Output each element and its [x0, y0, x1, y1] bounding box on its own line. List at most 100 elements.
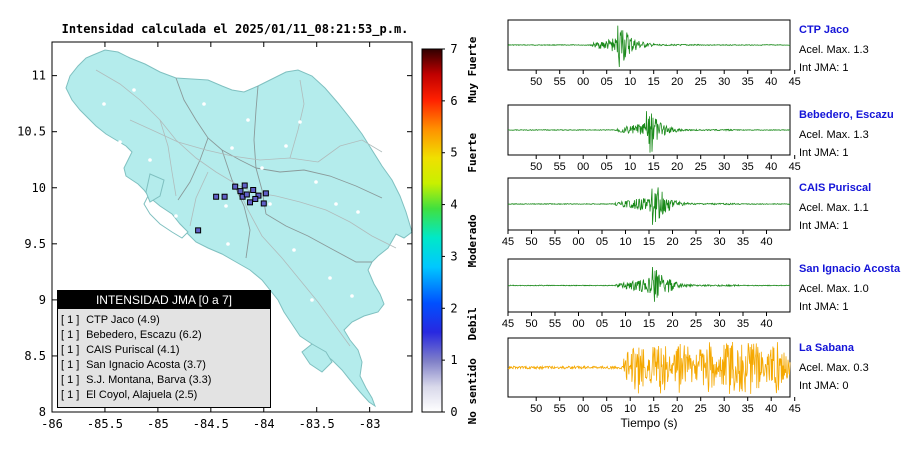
- city-dot: [292, 248, 296, 252]
- waveform-trace: [508, 25, 791, 68]
- station-max-accel: Acel. Max. 1.3: [799, 44, 869, 56]
- waveform-trace: [508, 266, 791, 302]
- gulf-of-nicoya: [143, 195, 189, 239]
- waveform-tick-label: 55: [554, 161, 566, 173]
- legend-item: [ 1 ] CAIS Puriscal (4.1): [61, 344, 180, 356]
- waveform-tick-label: 10: [619, 318, 631, 330]
- city-dot: [260, 166, 264, 170]
- station-name: La Sabana: [799, 342, 855, 354]
- waveform-tick-label: 35: [737, 318, 749, 330]
- colorbar-tick-label: 0: [450, 405, 457, 419]
- station-marker: [247, 199, 253, 206]
- city-dot: [230, 146, 234, 150]
- city-dot: [246, 118, 250, 122]
- station-max-accel: Acel. Max. 0.3: [799, 362, 869, 374]
- map-y-tick-label: 8.5: [24, 349, 46, 363]
- waveform-tick-label: 40: [765, 76, 777, 88]
- road-line: [317, 139, 383, 163]
- map-y-tick-label: 8: [39, 405, 46, 419]
- station-max-accel: Acel. Max. 1.3: [799, 129, 869, 141]
- waveform-panels: 50 55 00 05 10 15 20 25 30 35 40 45 CTP Jaco Acel. Ma…: [502, 19, 901, 430]
- station-int-jma: Int JMA: 1: [799, 220, 849, 232]
- city-dot: [268, 202, 272, 206]
- colorbar-category-label: Muy Fuerte: [466, 36, 479, 103]
- legend-item: [ 1 ] San Ignacio Acosta (3.7): [61, 359, 206, 371]
- waveform-tick-label: 55: [549, 318, 561, 330]
- waveform-tick-label: 45: [789, 161, 801, 173]
- waveform-tick-label: 45: [502, 236, 514, 248]
- waveform-tick-label: 50: [530, 403, 542, 415]
- station-marker: [241, 182, 248, 189]
- colorbar-category-label: Moderado: [466, 214, 479, 267]
- map-x-tick-label: -86: [41, 417, 63, 431]
- waveform-tick-label: 50: [530, 161, 542, 173]
- waveform-tick-label: 20: [671, 403, 683, 415]
- station-marker: [237, 188, 244, 195]
- osa-peninsula: [301, 343, 333, 373]
- city-dot: [118, 140, 122, 144]
- station-int-jma: Int JMA: 0: [799, 380, 849, 392]
- city-dot: [314, 180, 318, 184]
- road-line: [251, 191, 397, 249]
- city-dot: [148, 158, 152, 162]
- waveform-tick-label: 25: [690, 318, 702, 330]
- waveform-tick-label: 20: [666, 318, 678, 330]
- city-dot: [284, 144, 288, 148]
- station-max-accel: Acel. Max. 1.1: [799, 202, 869, 214]
- colorbar-tick-label: 4: [450, 198, 457, 212]
- waveform-tick-label: 20: [666, 236, 678, 248]
- waveform-tick-label: 35: [742, 403, 754, 415]
- city-dot: [310, 298, 314, 302]
- colorbar-tick-label: 7: [450, 42, 457, 56]
- city-dot: [328, 276, 332, 280]
- station-marker: [255, 192, 262, 199]
- map-plot: -86 -85.5 -85 -84.5 -84 -83.5 -83 11 10.5 10 9.5 9 8…: [17, 41, 413, 431]
- waveform-tick-label: 50: [525, 318, 537, 330]
- waveform-tick-label: 05: [601, 161, 613, 173]
- waveform-tick-label: 00: [577, 403, 589, 415]
- waveform-tick-label: 40: [760, 318, 772, 330]
- city-dot: [350, 294, 354, 298]
- map-x-tick-label: -85: [147, 417, 169, 431]
- waveform-tick-label: 00: [577, 161, 589, 173]
- waveform-tick-label: 50: [530, 76, 542, 88]
- waveform-tick-label: 00: [572, 236, 584, 248]
- station-marker: [195, 227, 202, 234]
- waveform-panel: 45 50 55 00 05 10 15 20 25 30 35 40 San Ignacio Acos…: [502, 258, 901, 330]
- waveform-trace: [507, 111, 791, 153]
- province-border: [255, 167, 383, 199]
- waveform-tick-label: 25: [690, 236, 702, 248]
- legend-item: [ 1 ] El Coyol, Alajuela (2.5): [61, 389, 198, 401]
- waveform-tick-label: 45: [502, 318, 514, 330]
- waveform-tick-label: 15: [648, 403, 660, 415]
- waveform-tick-label: 15: [648, 76, 660, 88]
- waveform-tick-label: 05: [596, 318, 608, 330]
- waveform-tick-label: 25: [695, 161, 707, 173]
- nicoya-peninsula-tip: [145, 173, 165, 203]
- city-dot: [356, 210, 360, 214]
- waveform-tick-label: 55: [554, 403, 566, 415]
- city-dot: [334, 202, 338, 206]
- waveform-tick-label: 45: [789, 76, 801, 88]
- waveform-tick-label: 30: [718, 161, 730, 173]
- waveform-tick-label: 35: [742, 76, 754, 88]
- station-marker: [260, 200, 267, 207]
- colorbar-tick-label: 2: [450, 301, 457, 315]
- waveform-tick-label: 15: [648, 161, 660, 173]
- station-marker: [232, 183, 239, 190]
- waveform-tick-label: 35: [742, 161, 754, 173]
- station-marker: [262, 190, 269, 197]
- waveform-tick-label: 55: [549, 236, 561, 248]
- station-name: CTP Jaco: [799, 24, 849, 36]
- map-y-tick-label: 9: [39, 293, 46, 307]
- city-dot: [132, 88, 136, 92]
- city-dot: [102, 102, 106, 106]
- waveform-tick-label: 35: [737, 236, 749, 248]
- legend-item: [ 1 ] CTP Jaco (4.9): [61, 314, 160, 326]
- waveform-tick-label: 10: [619, 236, 631, 248]
- station-int-jma: Int JMA: 1: [799, 301, 849, 313]
- station-int-jma: Int JMA: 1: [799, 147, 849, 159]
- station-name: CAIS Puriscal: [799, 182, 871, 194]
- station-marker: [221, 193, 228, 200]
